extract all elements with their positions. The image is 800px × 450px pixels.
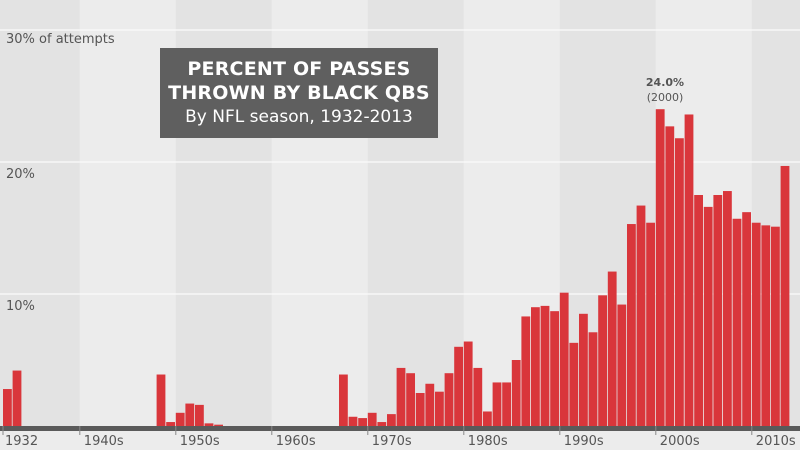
x-tick-label: 1980s (468, 434, 508, 449)
chart-title-box: PERCENT OF PASSES THROWN BY BLACK QBS By… (160, 48, 438, 138)
x-tick-label: 2010s (756, 434, 796, 449)
bar-1992 (579, 313, 588, 426)
bar-2000 (655, 109, 665, 426)
bar-2008 (732, 218, 742, 426)
x-tick-label: 1960s (276, 434, 316, 449)
bar-1973 (396, 367, 406, 426)
bar-1988 (540, 305, 550, 426)
bar-1972 (387, 414, 396, 426)
bar-1951 (185, 403, 195, 426)
bar-1999 (646, 222, 655, 426)
bar-1995 (607, 271, 617, 426)
bar-1991 (569, 342, 579, 426)
x-tick-label: 1970s (372, 434, 412, 449)
x-tick-label: 1950s (180, 434, 220, 449)
bar-1948 (156, 374, 166, 426)
y-tick-label: 20% (6, 167, 35, 182)
bar-1983 (492, 382, 502, 426)
bar-1979 (454, 346, 463, 426)
bar-1954 (214, 424, 223, 426)
chart-subtitle: By NFL season, 1932-2013 (185, 107, 413, 127)
bar-1967 (339, 374, 348, 426)
bar-2003 (684, 114, 694, 426)
bar-1980 (463, 341, 473, 426)
bar-1953 (204, 423, 214, 426)
bar-2006 (713, 195, 723, 426)
bar-2013 (780, 165, 790, 426)
bar-2007 (723, 191, 732, 426)
bar-1976 (425, 383, 435, 426)
baseline-bar (0, 426, 800, 431)
bars (3, 109, 790, 427)
bar-1952 (195, 404, 204, 426)
bar-1996 (617, 304, 627, 426)
x-tick-label: 1940s (84, 434, 124, 449)
y-tick-label: 10% (6, 299, 35, 314)
peak-annotation-year: (2000) (646, 91, 684, 104)
bar-1978 (444, 373, 454, 426)
bar-1950 (175, 412, 185, 426)
bar-1982 (483, 411, 492, 426)
bar-2002 (675, 138, 684, 427)
bar-2001 (665, 126, 675, 427)
bar-1932 (3, 389, 12, 426)
bar-1998 (636, 205, 646, 426)
bar-1990 (559, 292, 569, 426)
bar-1985 (511, 360, 521, 426)
x-tick-label: 1932 (5, 434, 38, 449)
bar-2012 (771, 226, 780, 426)
bar-1994 (598, 295, 607, 426)
bar-1989 (550, 311, 559, 426)
bar-2009 (742, 212, 751, 426)
bar-2010 (751, 222, 761, 426)
y-axis-title: 30% of attempts (6, 32, 115, 47)
decade-band (0, 0, 80, 426)
bar-1975 (415, 393, 425, 426)
bar-1970 (367, 412, 377, 426)
y-axis-labels: 20% 10% (6, 167, 35, 314)
bar-1949 (166, 422, 175, 426)
bar-2004 (694, 195, 703, 426)
x-axis-labels: 1932 1940s 1950s 1960s 1970s 1980s 1990s 2000s 2… (2, 426, 796, 449)
bar-1986 (521, 316, 531, 426)
bar-1981 (473, 367, 483, 426)
bar-1933 (12, 370, 22, 426)
bar-1974 (406, 373, 415, 426)
bar-1993 (588, 332, 598, 426)
bar-1987 (531, 307, 540, 426)
x-tick-label: 2000s (660, 434, 700, 449)
bar-2005 (703, 206, 713, 426)
bar-1968 (348, 416, 358, 426)
bar-1997 (627, 224, 636, 426)
baseline (0, 426, 800, 431)
chart-title-line2: THROWN BY BLACK QBS (168, 82, 430, 104)
x-tick-label: 1990s (564, 434, 604, 449)
bar-1977 (435, 391, 444, 426)
bar-2011 (761, 225, 771, 426)
peak-annotation-value: 24.0% (645, 76, 685, 89)
decade-band (79, 0, 176, 426)
bar-1969 (358, 418, 367, 426)
bar-1984 (502, 382, 511, 426)
bar-1971 (377, 422, 387, 426)
chart-title: PERCENT OF PASSES (187, 58, 411, 80)
